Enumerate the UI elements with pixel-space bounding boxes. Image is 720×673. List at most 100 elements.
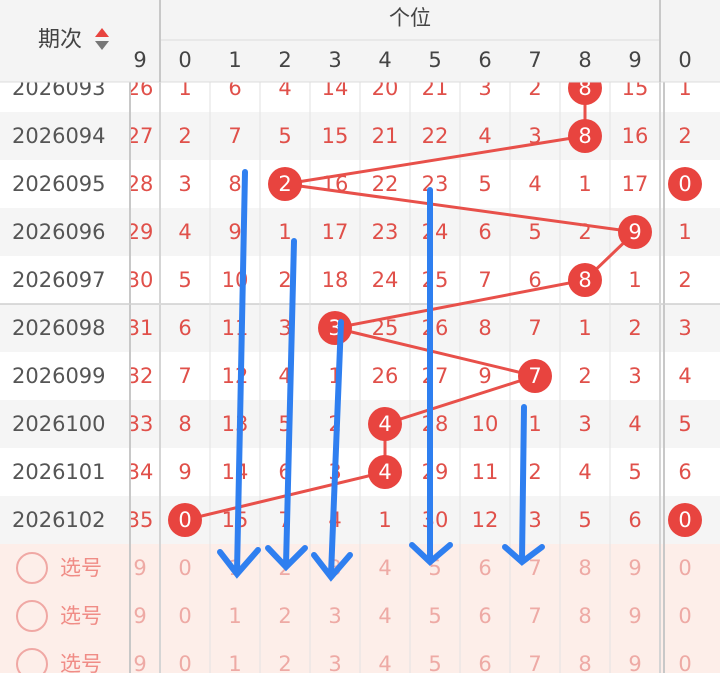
annotations bbox=[217, 169, 545, 582]
omission-value: 5 bbox=[178, 268, 191, 292]
pick-digit[interactable]: 0 bbox=[178, 652, 191, 673]
omission-value: 15 bbox=[322, 124, 349, 148]
pick-left: 9 bbox=[133, 556, 146, 580]
omission-value: 27 bbox=[422, 364, 449, 388]
omission-value: 21 bbox=[372, 124, 399, 148]
pick-digit[interactable]: 5 bbox=[428, 604, 441, 628]
omission-value: 1 bbox=[628, 268, 641, 292]
omission-value: 6 bbox=[678, 460, 691, 484]
omission-value: 2 bbox=[528, 460, 541, 484]
pick-circle[interactable] bbox=[16, 648, 48, 673]
omission-value: 6 bbox=[628, 508, 641, 532]
pick-digit[interactable]: 7 bbox=[528, 604, 541, 628]
omission-value: 23 bbox=[422, 172, 449, 196]
left-partial: 29 bbox=[127, 220, 154, 244]
group-header: 个位 bbox=[389, 6, 431, 30]
period: 2026100 bbox=[12, 412, 106, 436]
omission-value: 3 bbox=[178, 172, 191, 196]
omission-value: 1 bbox=[528, 412, 541, 436]
omission-value: 5 bbox=[278, 124, 291, 148]
pick-digit[interactable]: 9 bbox=[628, 556, 641, 580]
omission-value: 7 bbox=[478, 268, 491, 292]
pick-right: 0 bbox=[678, 652, 691, 673]
pick-digit[interactable]: 5 bbox=[428, 652, 441, 673]
pick-digit[interactable]: 0 bbox=[178, 604, 191, 628]
pick-right: 0 bbox=[678, 604, 691, 628]
trend-line bbox=[184, 88, 639, 522]
pick-digit[interactable]: 6 bbox=[478, 652, 491, 673]
ball bbox=[368, 407, 402, 441]
pick-circle[interactable] bbox=[16, 600, 48, 632]
omission-value: 2 bbox=[278, 268, 291, 292]
pick-circle[interactable] bbox=[16, 552, 48, 584]
ball bbox=[668, 167, 702, 201]
pick-digit[interactable]: 3 bbox=[328, 604, 341, 628]
ball bbox=[518, 359, 552, 393]
pick-digit[interactable]: 4 bbox=[378, 652, 391, 673]
omission-value: 4 bbox=[578, 460, 591, 484]
col-header: 2 bbox=[278, 48, 291, 72]
pick-label[interactable]: 选号 bbox=[60, 604, 102, 628]
pick-digit[interactable]: 1 bbox=[228, 604, 241, 628]
omission-value: 24 bbox=[372, 268, 399, 292]
omission-value: 3 bbox=[628, 364, 641, 388]
omission-value: 12 bbox=[472, 508, 499, 532]
pick-label[interactable]: 选号 bbox=[60, 652, 102, 673]
period: 2026094 bbox=[12, 124, 106, 148]
col-header: 1 bbox=[228, 48, 241, 72]
col-header: 0 bbox=[178, 48, 191, 72]
omission-value: 8 bbox=[228, 172, 241, 196]
ball bbox=[568, 119, 602, 153]
ball-number: 0 bbox=[678, 172, 691, 196]
omission-value: 1 bbox=[578, 172, 591, 196]
omission-value: 5 bbox=[528, 220, 541, 244]
period: 2026101 bbox=[12, 460, 106, 484]
omission-value: 1 bbox=[678, 220, 691, 244]
pick-digit[interactable]: 2 bbox=[278, 652, 291, 673]
sort-down[interactable] bbox=[95, 41, 109, 50]
pick-digit[interactable]: 8 bbox=[578, 556, 591, 580]
omission-value: 7 bbox=[178, 364, 191, 388]
pick-label[interactable]: 选号 bbox=[60, 556, 102, 580]
pick-digit[interactable]: 2 bbox=[278, 604, 291, 628]
left-partial: 31 bbox=[127, 316, 154, 340]
omission-value: 3 bbox=[678, 316, 691, 340]
pick-digit[interactable]: 6 bbox=[478, 556, 491, 580]
omission-value: 9 bbox=[478, 364, 491, 388]
ball-number: 0 bbox=[178, 508, 191, 532]
omission-value: 9 bbox=[228, 220, 241, 244]
arrow bbox=[409, 187, 453, 567]
pick-digit[interactable]: 0 bbox=[178, 556, 191, 580]
period: 2026102 bbox=[12, 508, 106, 532]
omission-value: 3 bbox=[278, 316, 291, 340]
ball-number: 0 bbox=[678, 508, 691, 532]
omission-value: 2 bbox=[578, 364, 591, 388]
omission-value: 22 bbox=[422, 124, 449, 148]
omission-value: 18 bbox=[322, 268, 349, 292]
omission-value: 24 bbox=[422, 220, 449, 244]
omission-value: 16 bbox=[622, 124, 649, 148]
left-partial: 34 bbox=[127, 460, 154, 484]
pick-digit[interactable]: 8 bbox=[578, 652, 591, 673]
omission-value: 1 bbox=[378, 508, 391, 532]
ball-number: 4 bbox=[378, 460, 391, 484]
omission-value: 4 bbox=[178, 220, 191, 244]
pick-digit[interactable]: 8 bbox=[578, 604, 591, 628]
omission-value: 14 bbox=[222, 460, 249, 484]
sort-up[interactable] bbox=[95, 28, 109, 37]
col-header: 0 bbox=[678, 48, 691, 72]
pick-digit[interactable]: 3 bbox=[328, 652, 341, 673]
omission-value: 28 bbox=[422, 412, 449, 436]
ball bbox=[368, 455, 402, 489]
period-header[interactable]: 期次 bbox=[38, 28, 82, 53]
pick-digit[interactable]: 9 bbox=[628, 604, 641, 628]
ball-number: 8 bbox=[578, 124, 591, 148]
pick-digit[interactable]: 4 bbox=[378, 604, 391, 628]
pick-digit[interactable]: 7 bbox=[528, 652, 541, 673]
pick-digit[interactable]: 6 bbox=[478, 604, 491, 628]
pick-digit[interactable]: 7 bbox=[528, 556, 541, 580]
pick-digit[interactable]: 4 bbox=[378, 556, 391, 580]
omission-value: 9 bbox=[178, 460, 191, 484]
pick-digit[interactable]: 9 bbox=[628, 652, 641, 673]
pick-digit[interactable]: 1 bbox=[228, 652, 241, 673]
